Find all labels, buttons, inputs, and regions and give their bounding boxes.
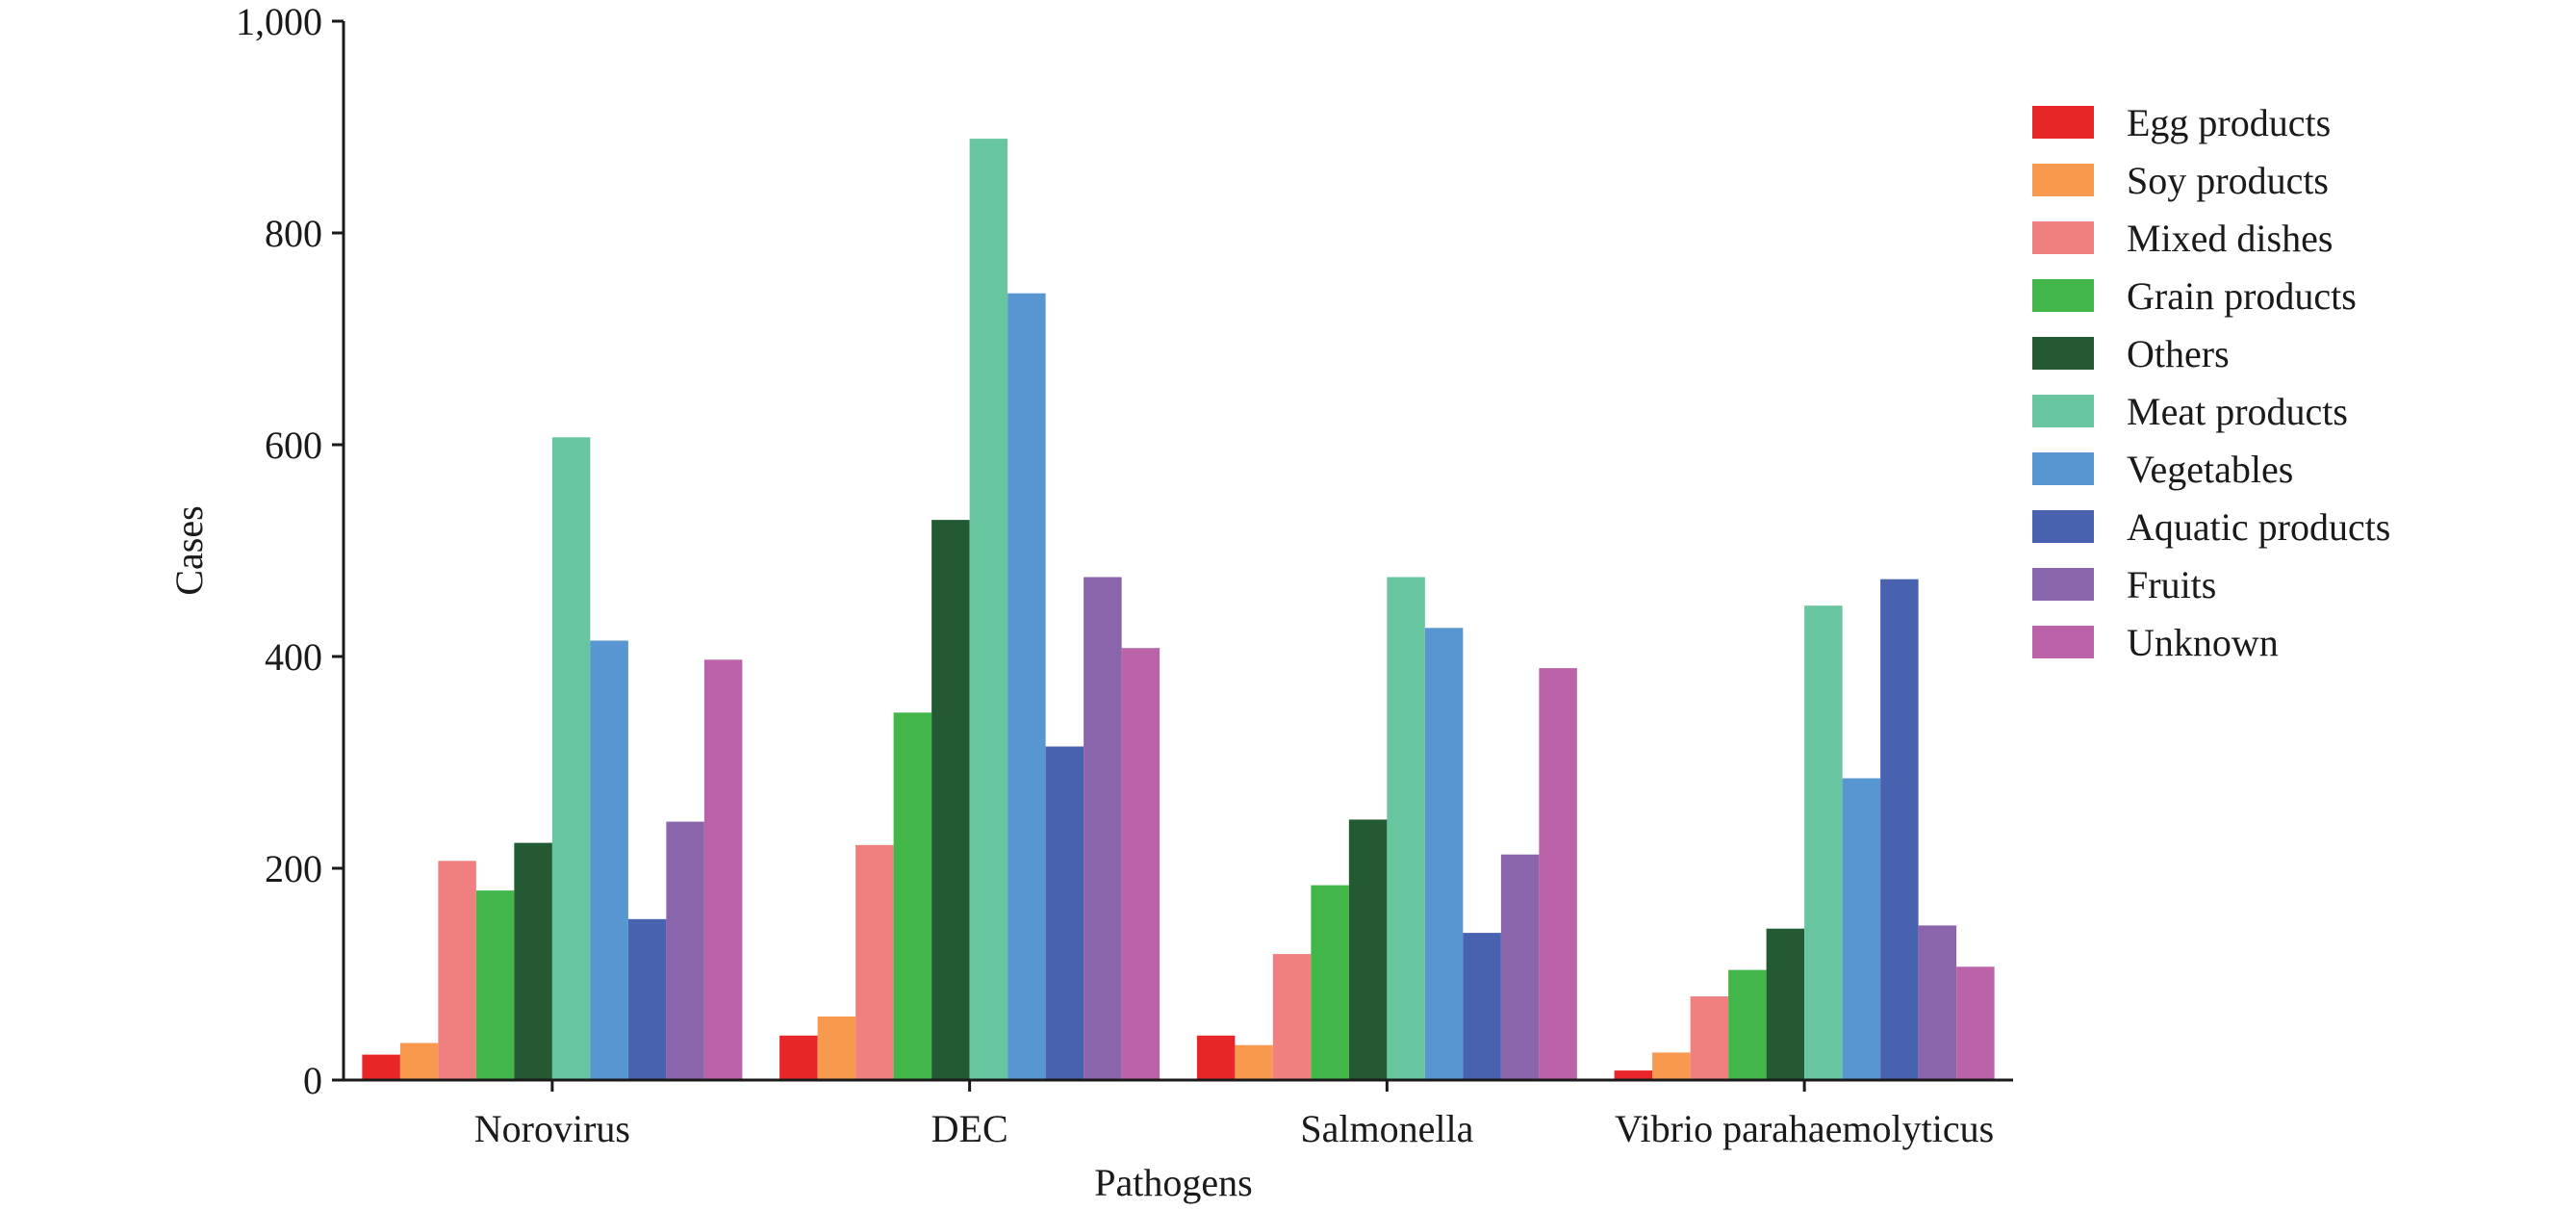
bar: [1956, 966, 1995, 1080]
bar: [1311, 885, 1349, 1080]
bar: [1121, 648, 1160, 1080]
bar: [438, 861, 476, 1080]
bar: [399, 1043, 439, 1080]
y-tick-label: 800: [265, 212, 322, 255]
bars-layer: [362, 139, 1995, 1081]
legend-swatch: [2032, 279, 2094, 312]
legend-swatch: [2032, 164, 2094, 196]
legend-label: Unknown: [2127, 621, 2279, 664]
bar: [475, 890, 515, 1080]
bar: [1728, 969, 1767, 1080]
x-axis-title: Pathogens: [1094, 1161, 1252, 1204]
bar: [666, 821, 704, 1080]
legend-swatch: [2032, 510, 2094, 543]
y-tick-label: 400: [265, 635, 322, 679]
legend-swatch: [2032, 452, 2094, 485]
y-tick-label: 600: [265, 424, 322, 467]
legend-label: Meat products: [2127, 390, 2348, 433]
bar: [514, 842, 552, 1080]
bar: [1766, 928, 1805, 1080]
legend-item: Unknown: [2032, 621, 2279, 664]
bar: [1918, 925, 1957, 1080]
axes-layer: [342, 21, 2013, 1082]
legend-label: Egg products: [2127, 101, 2331, 144]
bar: [362, 1054, 400, 1080]
legend-label: Grain products: [2127, 274, 2357, 318]
x-tick-label: Vibrio parahaemolyticus: [1615, 1107, 1994, 1150]
legend-label: Soy products: [2127, 159, 2329, 202]
bar: [590, 640, 628, 1080]
legend-item: Others: [2032, 332, 2230, 375]
bar: [551, 437, 591, 1080]
legend-swatch: [2032, 337, 2094, 370]
legend-swatch: [2032, 106, 2094, 139]
bar: [627, 918, 667, 1080]
legend-item: Mixed dishes: [2032, 217, 2333, 260]
bar: [969, 139, 1008, 1081]
legend-item: Soy products: [2032, 159, 2329, 202]
bar: [1690, 996, 1729, 1080]
bar: [1272, 954, 1312, 1080]
bar: [855, 844, 894, 1080]
bar: [1348, 819, 1388, 1080]
y-axis-title: Cases: [167, 505, 211, 595]
bar: [1045, 746, 1084, 1080]
legend: Egg products Soy products Mixed dishes Grai…: [2032, 101, 2390, 664]
bar: [931, 520, 970, 1080]
legend-swatch: [2032, 626, 2094, 658]
legend-swatch: [2032, 395, 2094, 427]
bar: [1614, 1070, 1653, 1080]
y-tick-label: 200: [265, 847, 322, 890]
bar: [1804, 605, 1843, 1080]
legend-item: Vegetables: [2032, 448, 2293, 491]
legend-item: Fruits: [2032, 563, 2216, 606]
legend-item: Aquatic products: [2032, 505, 2390, 549]
bar: [1652, 1052, 1691, 1080]
bar: [1084, 577, 1122, 1080]
bar: [1424, 628, 1464, 1080]
bar: [703, 659, 743, 1080]
legend-item: Egg products: [2032, 101, 2331, 144]
y-tick-label: 1,000: [236, 0, 322, 43]
bar: [1196, 1035, 1236, 1080]
y-ticks: 0 200 400 600 800 1,000: [236, 0, 344, 1102]
legend-label: Others: [2127, 332, 2230, 375]
legend-item: Grain products: [2032, 274, 2357, 318]
x-tick-label: Norovirus: [474, 1107, 630, 1150]
bar: [779, 1035, 818, 1080]
bar: [893, 712, 932, 1080]
legend-item: Meat products: [2032, 390, 2348, 433]
x-tick-label: DEC: [931, 1107, 1008, 1150]
bar: [1880, 579, 1919, 1080]
x-tick-label: Salmonella: [1300, 1107, 1473, 1150]
legend-swatch: [2032, 568, 2094, 601]
bar: [817, 1017, 856, 1080]
legend-swatch: [2032, 221, 2094, 254]
legend-label: Vegetables: [2127, 448, 2293, 491]
bar: [1463, 933, 1501, 1080]
x-ticks: Norovirus DEC Salmonella Vibrio parahaemoly…: [474, 1080, 1994, 1150]
y-tick-label: 0: [303, 1059, 322, 1102]
bar: [1500, 854, 1540, 1080]
bar: [1842, 778, 1881, 1080]
bar: [1539, 668, 1577, 1080]
legend-label: Mixed dishes: [2127, 217, 2333, 260]
legend-label: Aquatic products: [2127, 505, 2390, 549]
bar: [1007, 293, 1046, 1080]
bar: [1235, 1044, 1273, 1080]
legend-label: Fruits: [2127, 563, 2216, 606]
bar: [1387, 577, 1425, 1080]
